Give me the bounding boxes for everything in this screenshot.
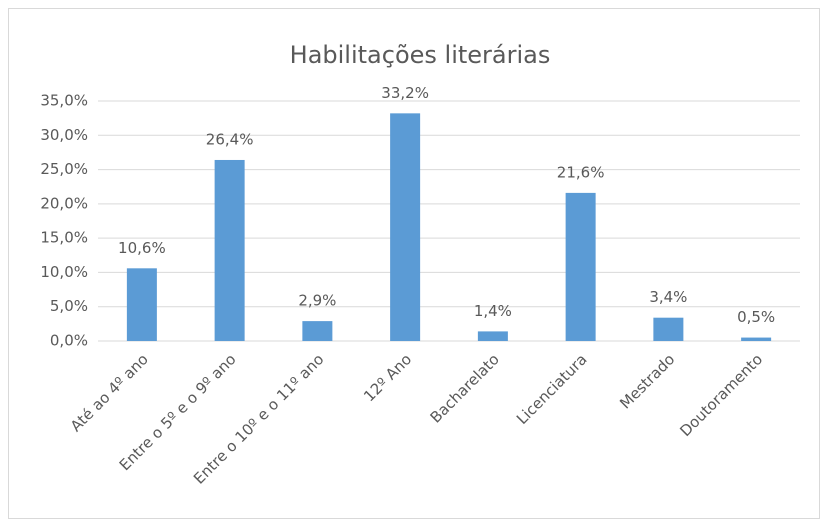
bar xyxy=(126,268,157,341)
data-label: 10,6% xyxy=(118,239,166,257)
bar xyxy=(214,159,245,341)
y-tick-label: 20,0% xyxy=(40,194,88,212)
bar xyxy=(477,331,508,341)
bar xyxy=(653,317,684,341)
y-tick-label: 25,0% xyxy=(40,160,88,178)
y-tick-label: 10,0% xyxy=(40,263,88,281)
y-tick-label: 35,0% xyxy=(40,92,88,110)
y-tick-label: 15,0% xyxy=(40,229,88,247)
data-label: 0,5% xyxy=(737,308,775,326)
y-tick-label: 5,0% xyxy=(50,297,88,315)
data-label: 26,4% xyxy=(206,130,254,148)
bar xyxy=(741,337,772,341)
bar xyxy=(302,321,333,341)
data-label: 33,2% xyxy=(381,84,429,102)
data-label: 2,9% xyxy=(298,292,336,310)
bar xyxy=(390,113,421,341)
data-label: 1,4% xyxy=(474,302,512,320)
bar xyxy=(565,192,596,341)
y-tick-label: 0,0% xyxy=(50,332,88,350)
data-label: 21,6% xyxy=(557,163,605,181)
chart-title: Habilitações literárias xyxy=(290,41,551,69)
y-tick-label: 30,0% xyxy=(40,126,88,144)
data-label: 3,4% xyxy=(649,288,687,306)
